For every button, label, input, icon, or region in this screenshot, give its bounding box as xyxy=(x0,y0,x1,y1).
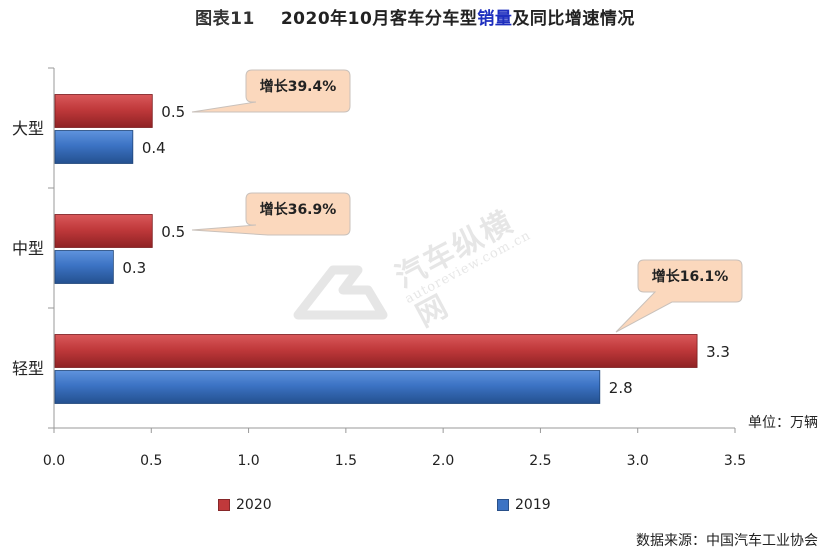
data-label-2019: 0.4 xyxy=(142,139,166,157)
data-label-2020: 0.5 xyxy=(161,223,185,241)
category-label: 大型 xyxy=(12,119,44,138)
annotation-callout xyxy=(191,192,351,236)
data-label-2020: 3.3 xyxy=(706,343,730,361)
x-tick-label: 3.0 xyxy=(627,453,649,469)
bar-2019 xyxy=(54,250,114,284)
legend-label-2020: 2020 xyxy=(236,497,272,513)
x-tick-label: 3.5 xyxy=(724,453,746,469)
chart-title: 图表11 2020年10月客车分车型销量及同比增速情况 xyxy=(0,4,830,29)
legend-swatch-2020 xyxy=(218,499,230,511)
x-tick-label: 0.5 xyxy=(140,453,162,469)
bar-2020 xyxy=(54,334,698,368)
annotation-text: 增长39.4% xyxy=(260,78,337,95)
legend-label-2019: 2019 xyxy=(515,497,551,513)
data-label-2019: 0.3 xyxy=(122,259,146,277)
category-label: 中型 xyxy=(12,239,44,258)
annotation-callout xyxy=(615,259,743,333)
legend-item-2019: 2019 xyxy=(497,497,551,513)
figure-label: 图表11 xyxy=(195,9,255,29)
annotation-text: 增长36.9% xyxy=(260,201,337,218)
x-tick-label: 1.5 xyxy=(335,453,357,469)
bar-2019 xyxy=(54,370,601,404)
x-tick-label: 2.5 xyxy=(529,453,551,469)
legend-item-2020: 2020 xyxy=(218,497,272,513)
annotation-text: 增长16.1% xyxy=(652,268,729,285)
bar-2020 xyxy=(54,94,153,128)
bar-2020 xyxy=(54,214,153,248)
x-tick-label: 2.0 xyxy=(432,453,454,469)
title-main: 2020年10月客车分车型 xyxy=(280,9,478,29)
data-label-2020: 0.5 xyxy=(161,103,185,121)
x-tick-label: 1.0 xyxy=(237,453,259,469)
annotation-callout xyxy=(191,69,351,113)
category-label: 轻型 xyxy=(12,359,44,378)
data-label-2019: 2.8 xyxy=(609,379,633,397)
bar-2019 xyxy=(54,130,134,164)
data-source: 数据来源：中国汽车工业协会 xyxy=(636,533,818,549)
x-tick-label: 0.0 xyxy=(43,453,65,469)
title-highlight: 销量 xyxy=(477,9,513,29)
title-tail: 及同比增速情况 xyxy=(512,9,635,29)
legend-swatch-2019 xyxy=(497,499,509,511)
unit-label: 单位：万辆 xyxy=(748,415,818,431)
